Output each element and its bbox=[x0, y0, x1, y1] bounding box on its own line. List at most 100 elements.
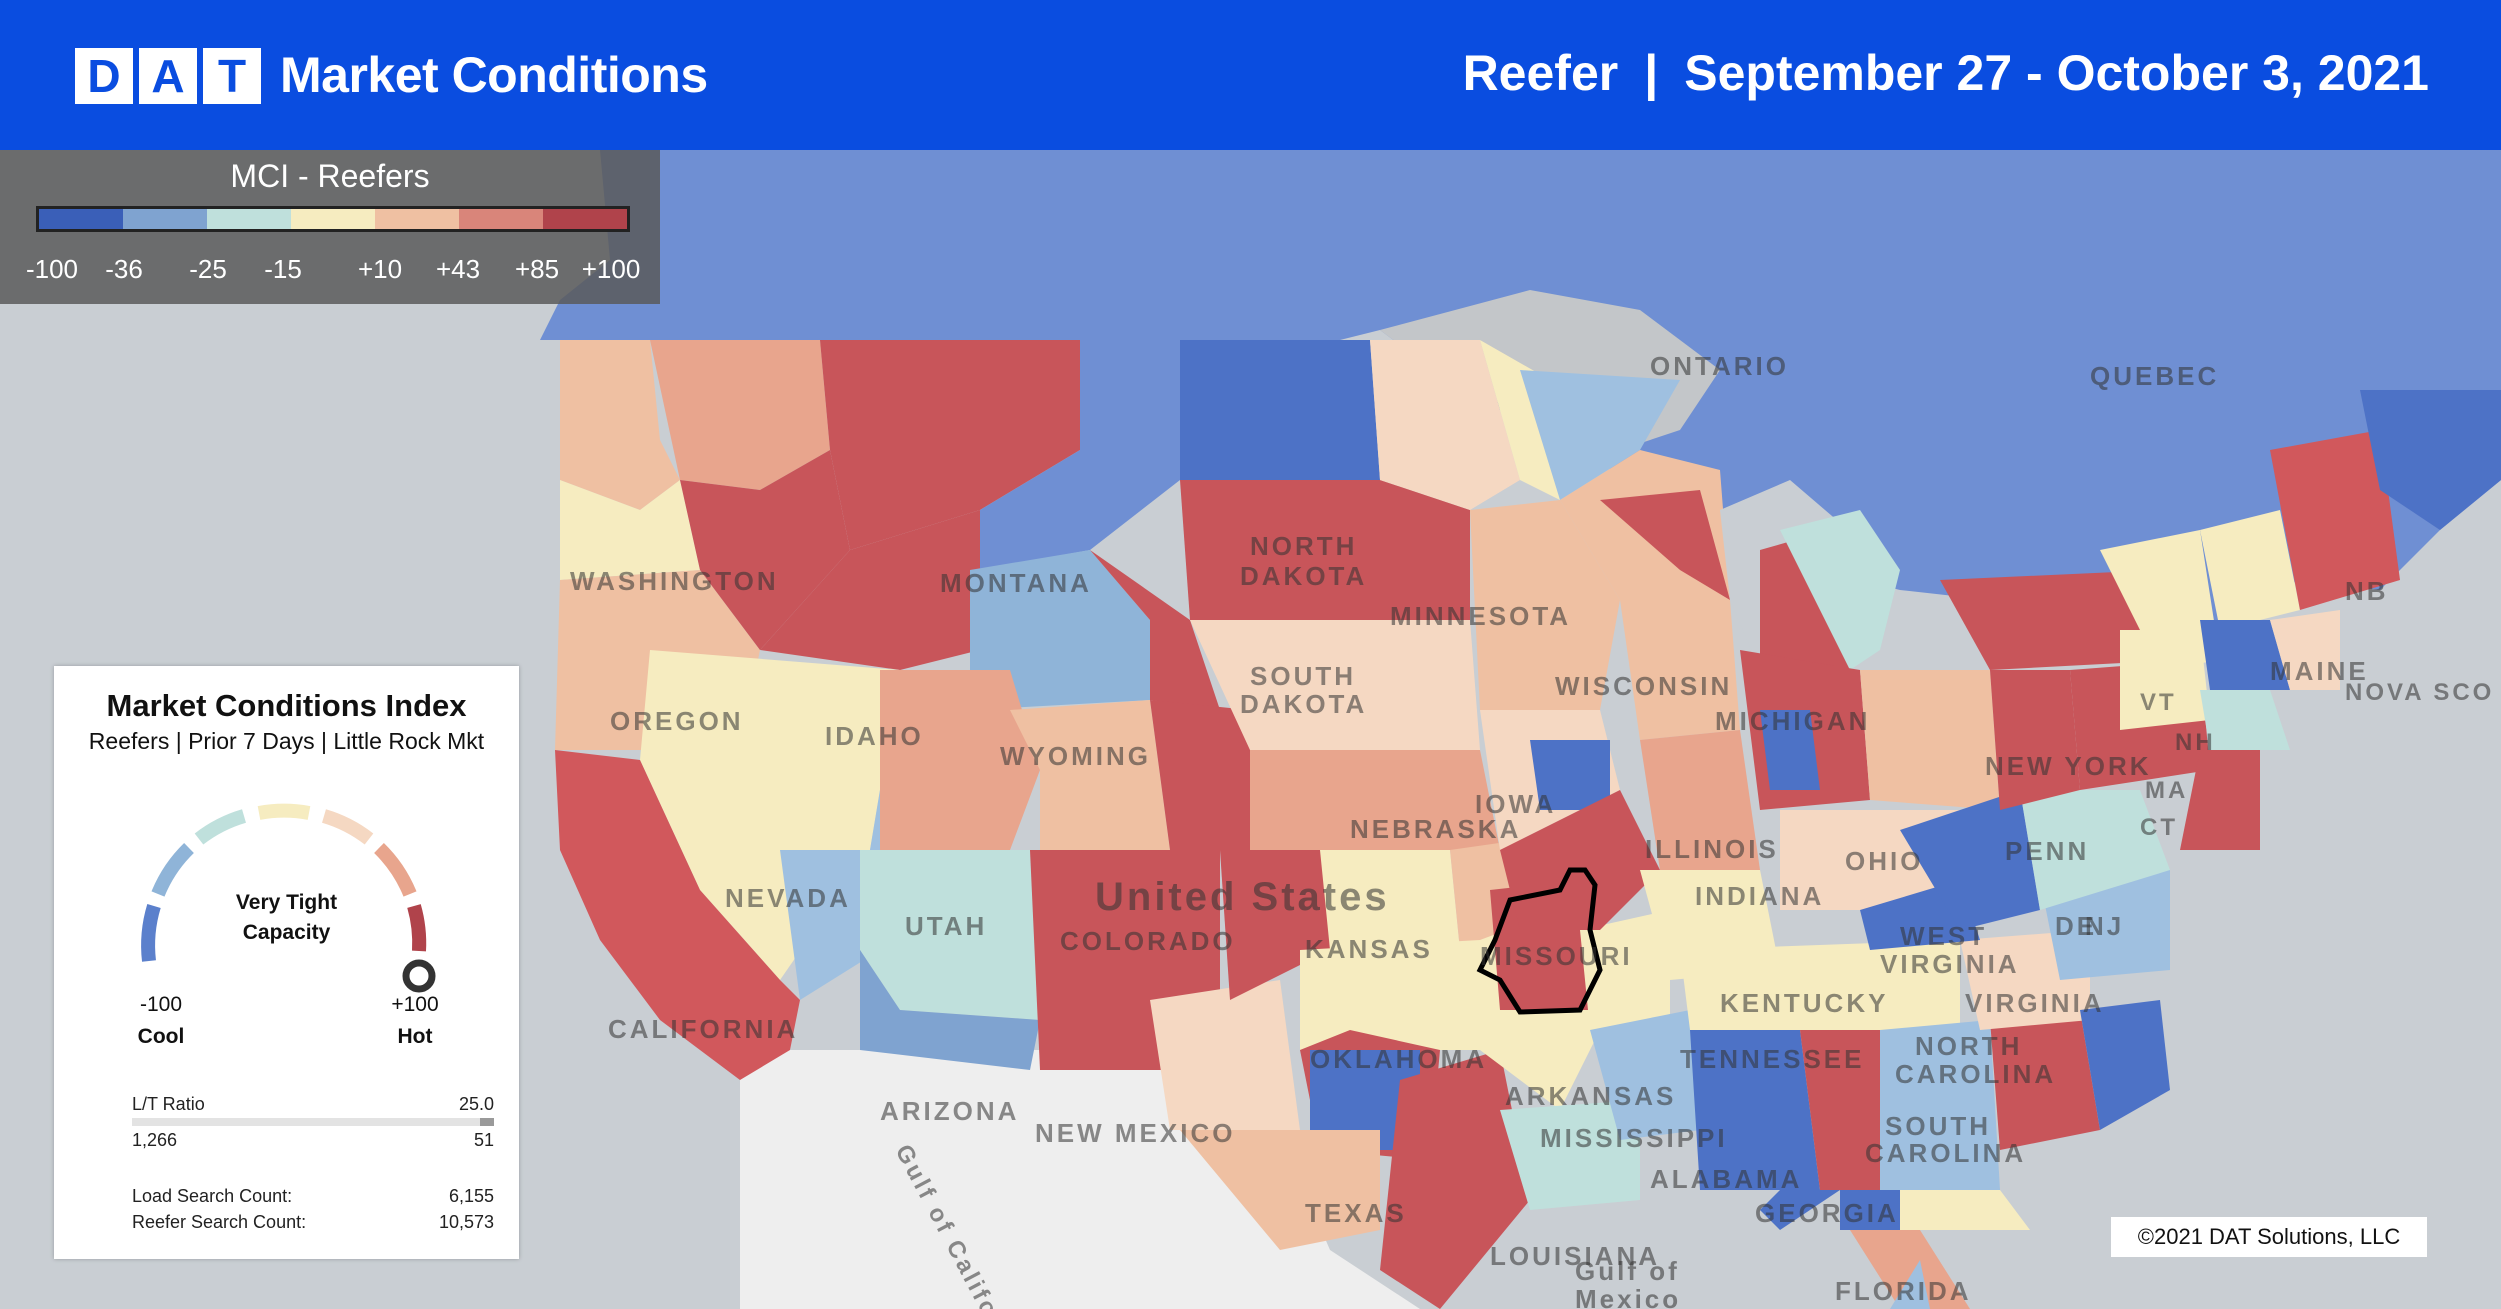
region-pennsylvania-west[interactable] bbox=[1990, 670, 2080, 810]
region-south-carolina[interactable] bbox=[1990, 1010, 2100, 1150]
header-right: Reefer | September 27 - October 3, 2021 bbox=[1463, 44, 2429, 102]
label-illinois: ILLINOIS bbox=[1645, 834, 1779, 864]
region-montana-west[interactable] bbox=[820, 340, 1080, 550]
lt-ratio-bar-fill bbox=[479, 1118, 494, 1126]
region-new-york-south[interactable] bbox=[2120, 630, 2210, 730]
region-illinois-north[interactable] bbox=[1620, 600, 1740, 740]
region-oklahoma[interactable] bbox=[1300, 940, 1490, 1050]
region-georgia[interactable] bbox=[1880, 1020, 2000, 1190]
region-utah[interactable] bbox=[880, 670, 1040, 850]
region-new-mexico-south[interactable] bbox=[1150, 980, 1300, 1130]
region-texas-east[interactable] bbox=[1380, 1050, 1530, 1309]
region-south-carolina-coast[interactable] bbox=[2080, 1000, 2170, 1130]
label-west-virginia-1: WEST bbox=[1900, 921, 1987, 951]
gauge-min-value: -100 bbox=[139, 993, 183, 1016]
region-alabama[interactable] bbox=[1800, 1030, 1880, 1190]
region-vermont-nh[interactable] bbox=[2200, 510, 2300, 630]
label-florida: FLORIDA bbox=[1835, 1276, 1972, 1306]
region-maine[interactable] bbox=[2270, 430, 2400, 610]
region-massachusetts[interactable] bbox=[2200, 620, 2290, 690]
region-montana-east[interactable] bbox=[980, 340, 1180, 570]
region-california[interactable] bbox=[555, 750, 800, 1080]
legend-ticks: -100 -36 -25 -15 +10 +43 +85 +100 bbox=[0, 254, 660, 294]
region-mississippi[interactable] bbox=[1590, 1010, 1700, 1140]
region-wisconsin[interactable] bbox=[1600, 490, 1730, 600]
header-separator: | bbox=[1644, 45, 1659, 101]
region-minnesota-east[interactable] bbox=[1520, 370, 1680, 500]
region-alabama-west[interactable] bbox=[1690, 1030, 1820, 1190]
region-wyoming-east[interactable] bbox=[1090, 550, 1220, 710]
region-alabama-south[interactable] bbox=[1760, 1190, 1840, 1230]
gauge-segment-neutral-low bbox=[194, 809, 247, 845]
little-rock-market-outline[interactable] bbox=[1476, 867, 1603, 1015]
region-iowa-north[interactable] bbox=[1470, 500, 1620, 710]
legend-swatch bbox=[459, 209, 543, 229]
label-montana: MONTANA bbox=[940, 568, 1092, 598]
label-south-dakota-2: DAKOTA bbox=[1240, 689, 1367, 719]
region-minnesota-west[interactable] bbox=[1370, 340, 1520, 510]
legend-swatch bbox=[39, 209, 123, 229]
label-penn: PENN bbox=[2005, 836, 2089, 866]
label-wisconsin: WISCONSIN bbox=[1555, 671, 1732, 701]
region-tennessee[interactable] bbox=[1680, 940, 1960, 1030]
label-california: CALIFORNIA bbox=[608, 1014, 798, 1044]
region-ohio[interactable] bbox=[1860, 670, 2000, 810]
region-florida[interactable] bbox=[1850, 1230, 1970, 1309]
region-florida-south[interactable] bbox=[1890, 1260, 1930, 1309]
map-canvas[interactable]: ONTARIO QUEBEC WASHINGTON MONTANA NORTH … bbox=[0, 150, 2501, 1309]
gauge-max-value: +100 bbox=[391, 993, 439, 1016]
legend-tick: -36 bbox=[105, 254, 143, 284]
region-colorado-west[interactable] bbox=[1010, 700, 1170, 850]
region-texas-north[interactable] bbox=[1310, 1050, 1420, 1150]
region-washington-west[interactable] bbox=[560, 340, 680, 510]
label-ohio: OHIO bbox=[1845, 846, 1923, 876]
label-south-carolina-2: CAROLINA bbox=[1865, 1138, 2026, 1168]
region-washington-east[interactable] bbox=[650, 340, 830, 490]
label-united-states: United States bbox=[1095, 875, 1390, 919]
region-arizona-south[interactable] bbox=[860, 950, 1040, 1070]
region-florida-west[interactable] bbox=[1840, 1190, 1900, 1230]
region-west-virginia[interactable] bbox=[1900, 790, 2040, 930]
region-arizona[interactable] bbox=[860, 850, 1040, 1020]
region-mississippi-delta[interactable] bbox=[1580, 910, 1670, 1050]
region-iowa-east[interactable] bbox=[1530, 740, 1610, 810]
label-vt: VT bbox=[2140, 689, 2177, 716]
reefer-search-label: Reefer Search Count: bbox=[132, 1212, 307, 1232]
region-new-jersey[interactable] bbox=[2180, 750, 2260, 850]
region-south-dakota[interactable] bbox=[1180, 480, 1470, 620]
region-colorado-east[interactable] bbox=[1150, 700, 1250, 850]
label-iowa: IOWA bbox=[1475, 789, 1556, 819]
label-oklahoma: OKLAHOMA bbox=[1310, 1044, 1487, 1074]
region-texas-south[interactable] bbox=[1180, 1130, 1380, 1250]
region-connecticut[interactable] bbox=[2200, 690, 2290, 750]
region-illinois[interactable] bbox=[1640, 730, 1760, 870]
region-boston[interactable] bbox=[2270, 610, 2340, 690]
gauge-segment-hot bbox=[407, 904, 427, 952]
loads-count: 1,266 bbox=[132, 1130, 178, 1150]
region-wyoming[interactable] bbox=[970, 550, 1150, 710]
region-louisiana[interactable] bbox=[1500, 1100, 1640, 1210]
region-north-dakota[interactable] bbox=[1180, 340, 1380, 480]
header-bar: D A T Market Conditions Reefer | Septemb… bbox=[0, 0, 2501, 150]
legend-title: MCI - Reefers bbox=[230, 158, 430, 194]
region-michigan-east[interactable] bbox=[1780, 510, 1900, 670]
label-north-dakota-1: NORTH bbox=[1250, 531, 1357, 561]
label-new-mexico: NEW MEXICO bbox=[1035, 1118, 1235, 1148]
label-arkansas: ARKANSAS bbox=[1505, 1081, 1676, 1111]
label-mississippi: MISSISSIPPI bbox=[1540, 1123, 1728, 1153]
region-nebraska[interactable] bbox=[1250, 750, 1500, 850]
region-nb[interactable] bbox=[2360, 390, 2501, 530]
market-map[interactable]: ONTARIO QUEBEC WASHINGTON MONTANA NORTH … bbox=[0, 150, 2501, 1309]
logo-letter-t: T bbox=[203, 48, 261, 104]
label-colorado: COLORADO bbox=[1060, 926, 1236, 956]
region-nebraska-north[interactable] bbox=[1190, 620, 1480, 750]
region-idaho[interactable] bbox=[760, 510, 980, 670]
label-tennessee: TENNESSEE bbox=[1680, 1044, 1865, 1074]
region-oregon-north[interactable] bbox=[560, 480, 700, 580]
region-virginia[interactable] bbox=[2020, 790, 2170, 910]
gauge-status: Very Tight Capacity bbox=[54, 888, 519, 948]
region-idaho-west[interactable] bbox=[680, 450, 850, 650]
label-north-carolina-1: NORTH bbox=[1915, 1031, 2022, 1061]
region-indiana-west[interactable] bbox=[1760, 710, 1820, 790]
mci-card-title: Market Conditions Index bbox=[106, 688, 467, 723]
